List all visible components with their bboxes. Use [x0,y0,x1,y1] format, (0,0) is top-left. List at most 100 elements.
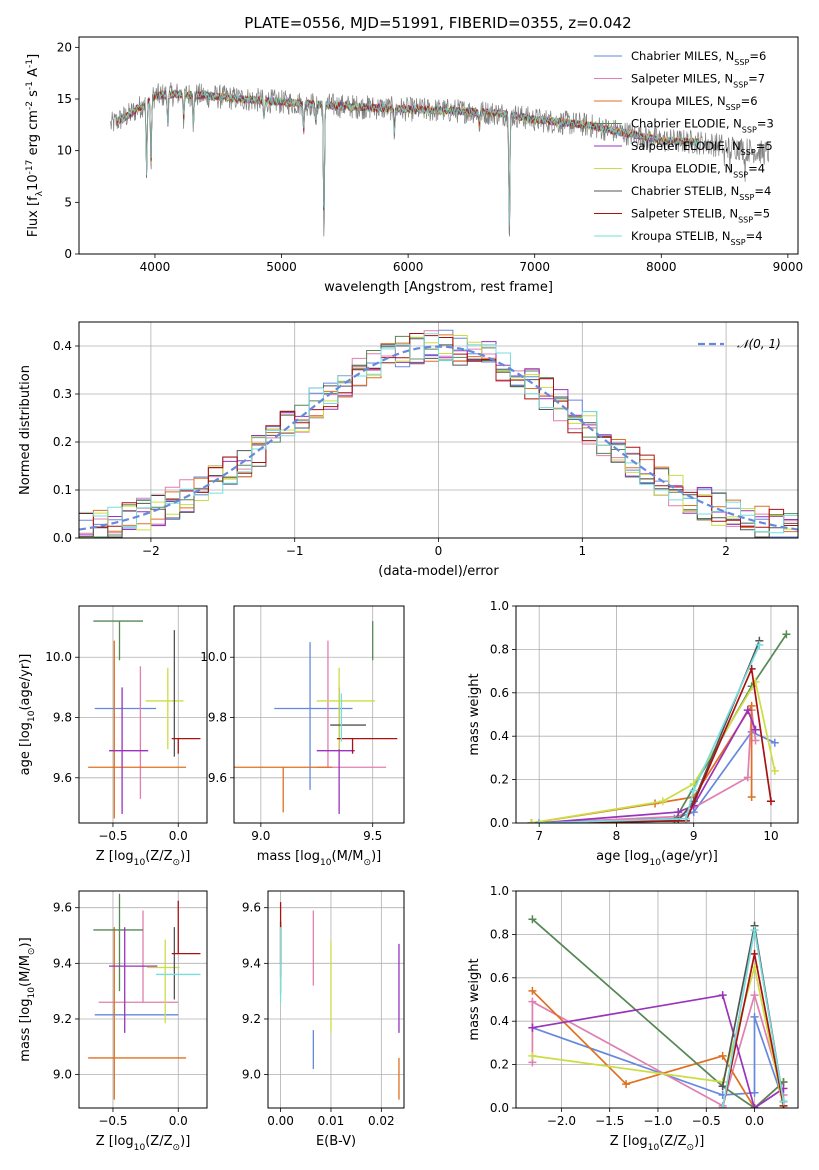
weight-marker [528,986,537,995]
spectrum-frame [78,36,799,255]
weight-marker [718,1104,727,1108]
y-tick-label: 9.2 [53,1012,72,1026]
x-tick-label: −1 [286,544,304,558]
x-tick-label: 7 [535,829,543,843]
y-tick-label: 9.6 [242,901,261,915]
weight-marker [689,786,698,795]
age-vs-mass-panel: 9.0 9.5 9.6 9.8 10.0 mass [log10(M/M⊙)] [200,605,405,868]
y-tick-label: 10.0 [200,650,227,664]
x-tick-label: 7000 [519,260,550,274]
y-axis-label: Normed distribution [18,365,33,495]
mass-vs-Z-frame [78,890,208,1109]
x-tick-label: 10 [763,829,778,843]
x-tick-label: −0.5 [98,1114,127,1128]
weight-line [721,953,785,1108]
weight-line [532,966,785,1108]
x-tick-label: 0.02 [368,1114,395,1128]
x-tick-label: 9.5 [363,829,382,843]
weight-marker [750,1012,759,1021]
weight-marker [747,701,756,710]
errorbar-point-3 [88,640,187,819]
y-tick-label: 5 [64,195,72,209]
x-tick-label: 8000 [646,260,677,274]
x-tick-label: 9 [690,829,698,843]
legend-label-main: Salpeter STELIB, N [631,207,738,221]
weight-line [531,679,776,823]
weight-marker [681,814,690,823]
x-tick-label: 9000 [773,260,804,274]
mass-weight-vs-Z-plot-area [528,915,788,1108]
mass-vs-metallicity-panel: −0.5 0.0 9.0 9.2 9.4 9.6 Z [log10(Z/Z⊙)] mass [… [18,890,208,1153]
x-tick-label: 0.00 [267,1114,294,1128]
legend-label-7: Chabrier STELIB, NSSP=4 [631,184,771,202]
mass-weight-vs-age-plot-area [527,630,791,823]
x-tick-label: 0.01 [318,1114,345,1128]
y-tick-label: 0.6 [490,971,509,985]
weight-marker [658,797,667,806]
legend-label-sub: SSP [734,58,749,67]
mass-weight-vs-age-frame [515,605,799,824]
x-tick-label: −0.5 [98,829,127,843]
age-vs-Z-frame [78,605,208,824]
x-tick-label: 1 [578,544,586,558]
x-tick-label: −2 [142,544,160,558]
x-axis-label: Z [log10(Z/Z⊙)] [610,1134,705,1153]
y-tick-label: 9.0 [242,1068,261,1082]
age-vs-mass-frame [233,605,405,824]
weight-marker [718,991,727,1000]
weight-marker [779,1097,788,1106]
weight-line [539,730,776,823]
weight-marker [770,738,779,747]
weight-line [539,665,772,823]
spectrum-panel: 4000 5000 6000 7000 8000 9000 0 5 10 15 20 waveleng… [25,36,804,295]
legend-label-tail: =4 [748,162,765,176]
age-vs-mass-grid [234,606,404,823]
x-axis-label: wavelength [Angstrom, rest frame] [324,280,553,295]
y-tick-label: 9.4 [53,956,72,970]
legend-label-1: Chabrier MILES, NSSP=6 [631,49,766,67]
y-tick-label: 0.4 [490,729,509,743]
spectrum-plot-area [110,82,770,237]
y-axis-label: mass [log10(M/M⊙)] [18,937,37,1061]
age-vs-Z-plot-area [88,620,201,819]
figure-title: PLATE=0556, MJD=51991, FIBERID=0355, z=0… [244,14,631,32]
x-tick-label: 8 [613,829,621,843]
legend-label-main: Chabrier STELIB, N [631,184,739,198]
weight-series-1 [535,727,779,823]
weight-marker [750,1088,759,1097]
x-tick-label: −1.0 [643,1114,672,1128]
errorbar-point-3 [234,766,333,813]
legend-label-8: Salpeter STELIB, NSSP=5 [631,207,770,225]
mass-vs-EBV-ticks: 0.00 0.01 0.02 9.0 9.2 9.4 9.6 [242,901,395,1128]
mass-vs-EBV-grid [268,891,404,1108]
weight-marker [528,915,537,924]
legend-label-tail: =5 [753,207,770,221]
y-axis-label: mass weight [467,673,482,755]
x-tick-label: 6000 [393,260,424,274]
y-tick-label: 0.4 [490,1014,509,1028]
legend-label-normal: 𝒩(0, 1) [737,337,781,351]
mass-weight-vs-metallicity-panel: −2.0 −1.5 −1.0 −0.5 0.0 0.0 0.2 0.4 0.6 0.8 1.0 Z [… [467,884,799,1153]
legend-label-2: Salpeter MILES, NSSP=7 [631,72,765,90]
x-axis-label: (data-model)/error [378,564,499,579]
legend-label-4: Chabrier ELODIE, NSSP=3 [631,117,774,135]
model-spectrum-line-9 [117,90,700,226]
x-tick-label: −0.5 [692,1114,721,1128]
x-tick-label: −1.5 [595,1114,624,1128]
legend-label-sub: SSP [739,193,754,202]
y-tick-label: 0.8 [490,642,509,656]
weight-marker [528,1051,537,1060]
age-vs-Z-ticks: −0.5 0.0 9.6 9.8 10.0 [45,650,188,843]
age-vs-metallicity-panel: −0.5 0.0 9.6 9.8 10.0 Z [log10(Z/Z⊙)] age [log… [18,605,208,868]
legend-label-main: Chabrier MILES, N [631,49,734,63]
weight-marker [527,819,536,823]
y-tick-label: 9.6 [53,771,72,785]
weight-marker [743,706,752,715]
y-tick-label: 0.4 [53,339,72,353]
x-axis-label: age [log10(age/yr)] [596,849,718,868]
legend-label-main: Salpeter MILES, N [631,72,733,86]
residuals-ticks: −2 −1 0 1 2 0.0 0.1 0.2 0.3 0.4 [53,339,730,558]
weight-line [531,918,785,1108]
y-tick-label: 9.0 [53,1068,72,1082]
